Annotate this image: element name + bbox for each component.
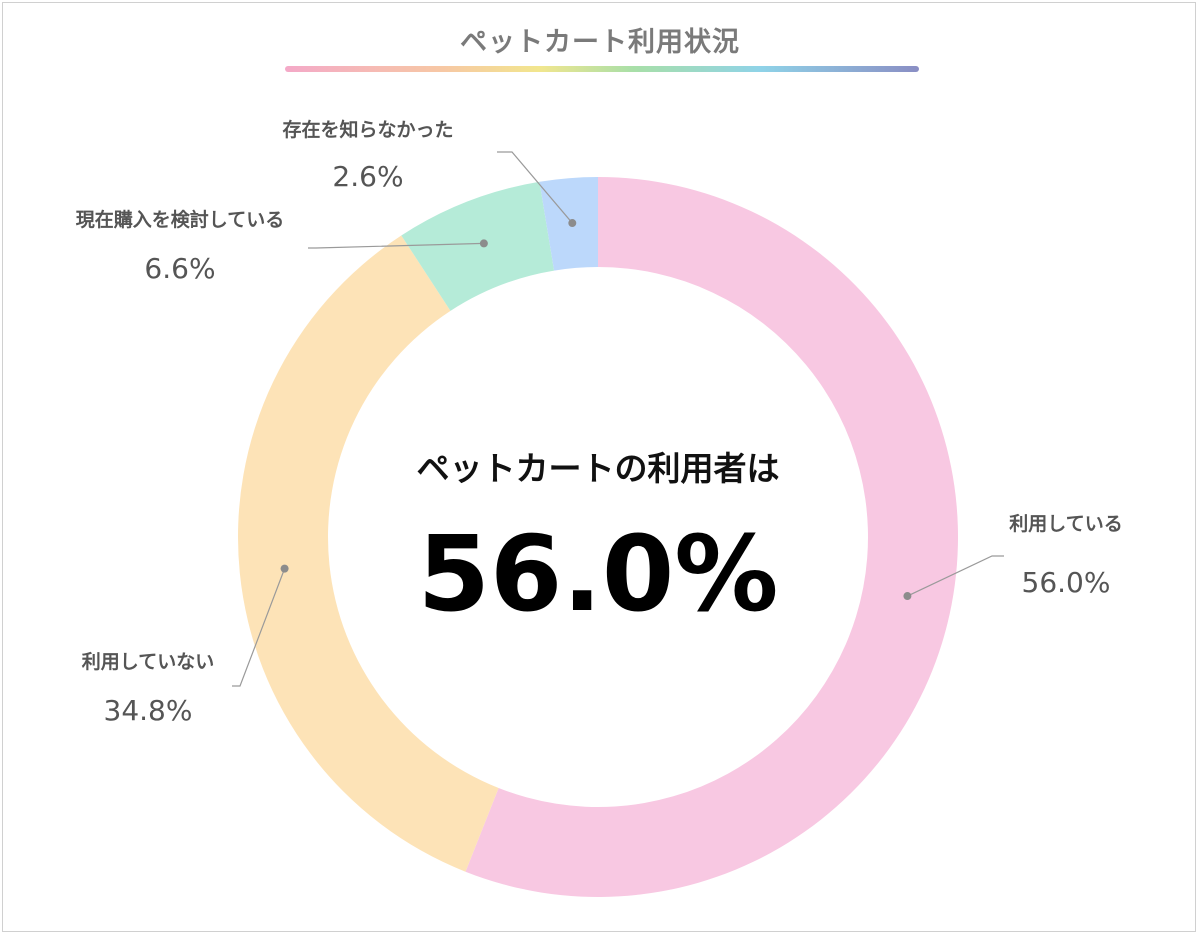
center-value: 56.0% <box>418 513 779 635</box>
leader-considering <box>308 242 484 249</box>
leader-considering-dot <box>479 239 488 248</box>
title-gradient-underline <box>285 66 919 72</box>
center-caption: ペットカートの利用者は <box>417 449 780 488</box>
label-name-using: 利用している <box>1009 513 1122 535</box>
leader-not-using <box>232 568 286 687</box>
slice-using <box>465 177 958 897</box>
slice-considering <box>401 181 555 311</box>
label-value-using: 56.0% <box>1022 566 1111 599</box>
leader-using-dot <box>903 592 912 601</box>
leader-using <box>907 555 1004 597</box>
chart-title: ペットカート利用状況 <box>460 27 740 58</box>
label-value-not-using: 34.8% <box>104 694 193 727</box>
label-name-not-using: 利用していない <box>82 651 214 673</box>
leader-not-using-dot <box>280 564 289 573</box>
leader-unaware <box>497 151 573 224</box>
label-value-considering: 6.6% <box>144 252 215 285</box>
slice-not-using <box>237 235 499 872</box>
leader-unaware-dot <box>568 219 577 228</box>
label-value-unaware: 2.6% <box>332 160 403 193</box>
label-name-considering: 現在購入を検討している <box>76 208 284 231</box>
label-name-unaware: 存在を知らなかった <box>282 118 453 141</box>
